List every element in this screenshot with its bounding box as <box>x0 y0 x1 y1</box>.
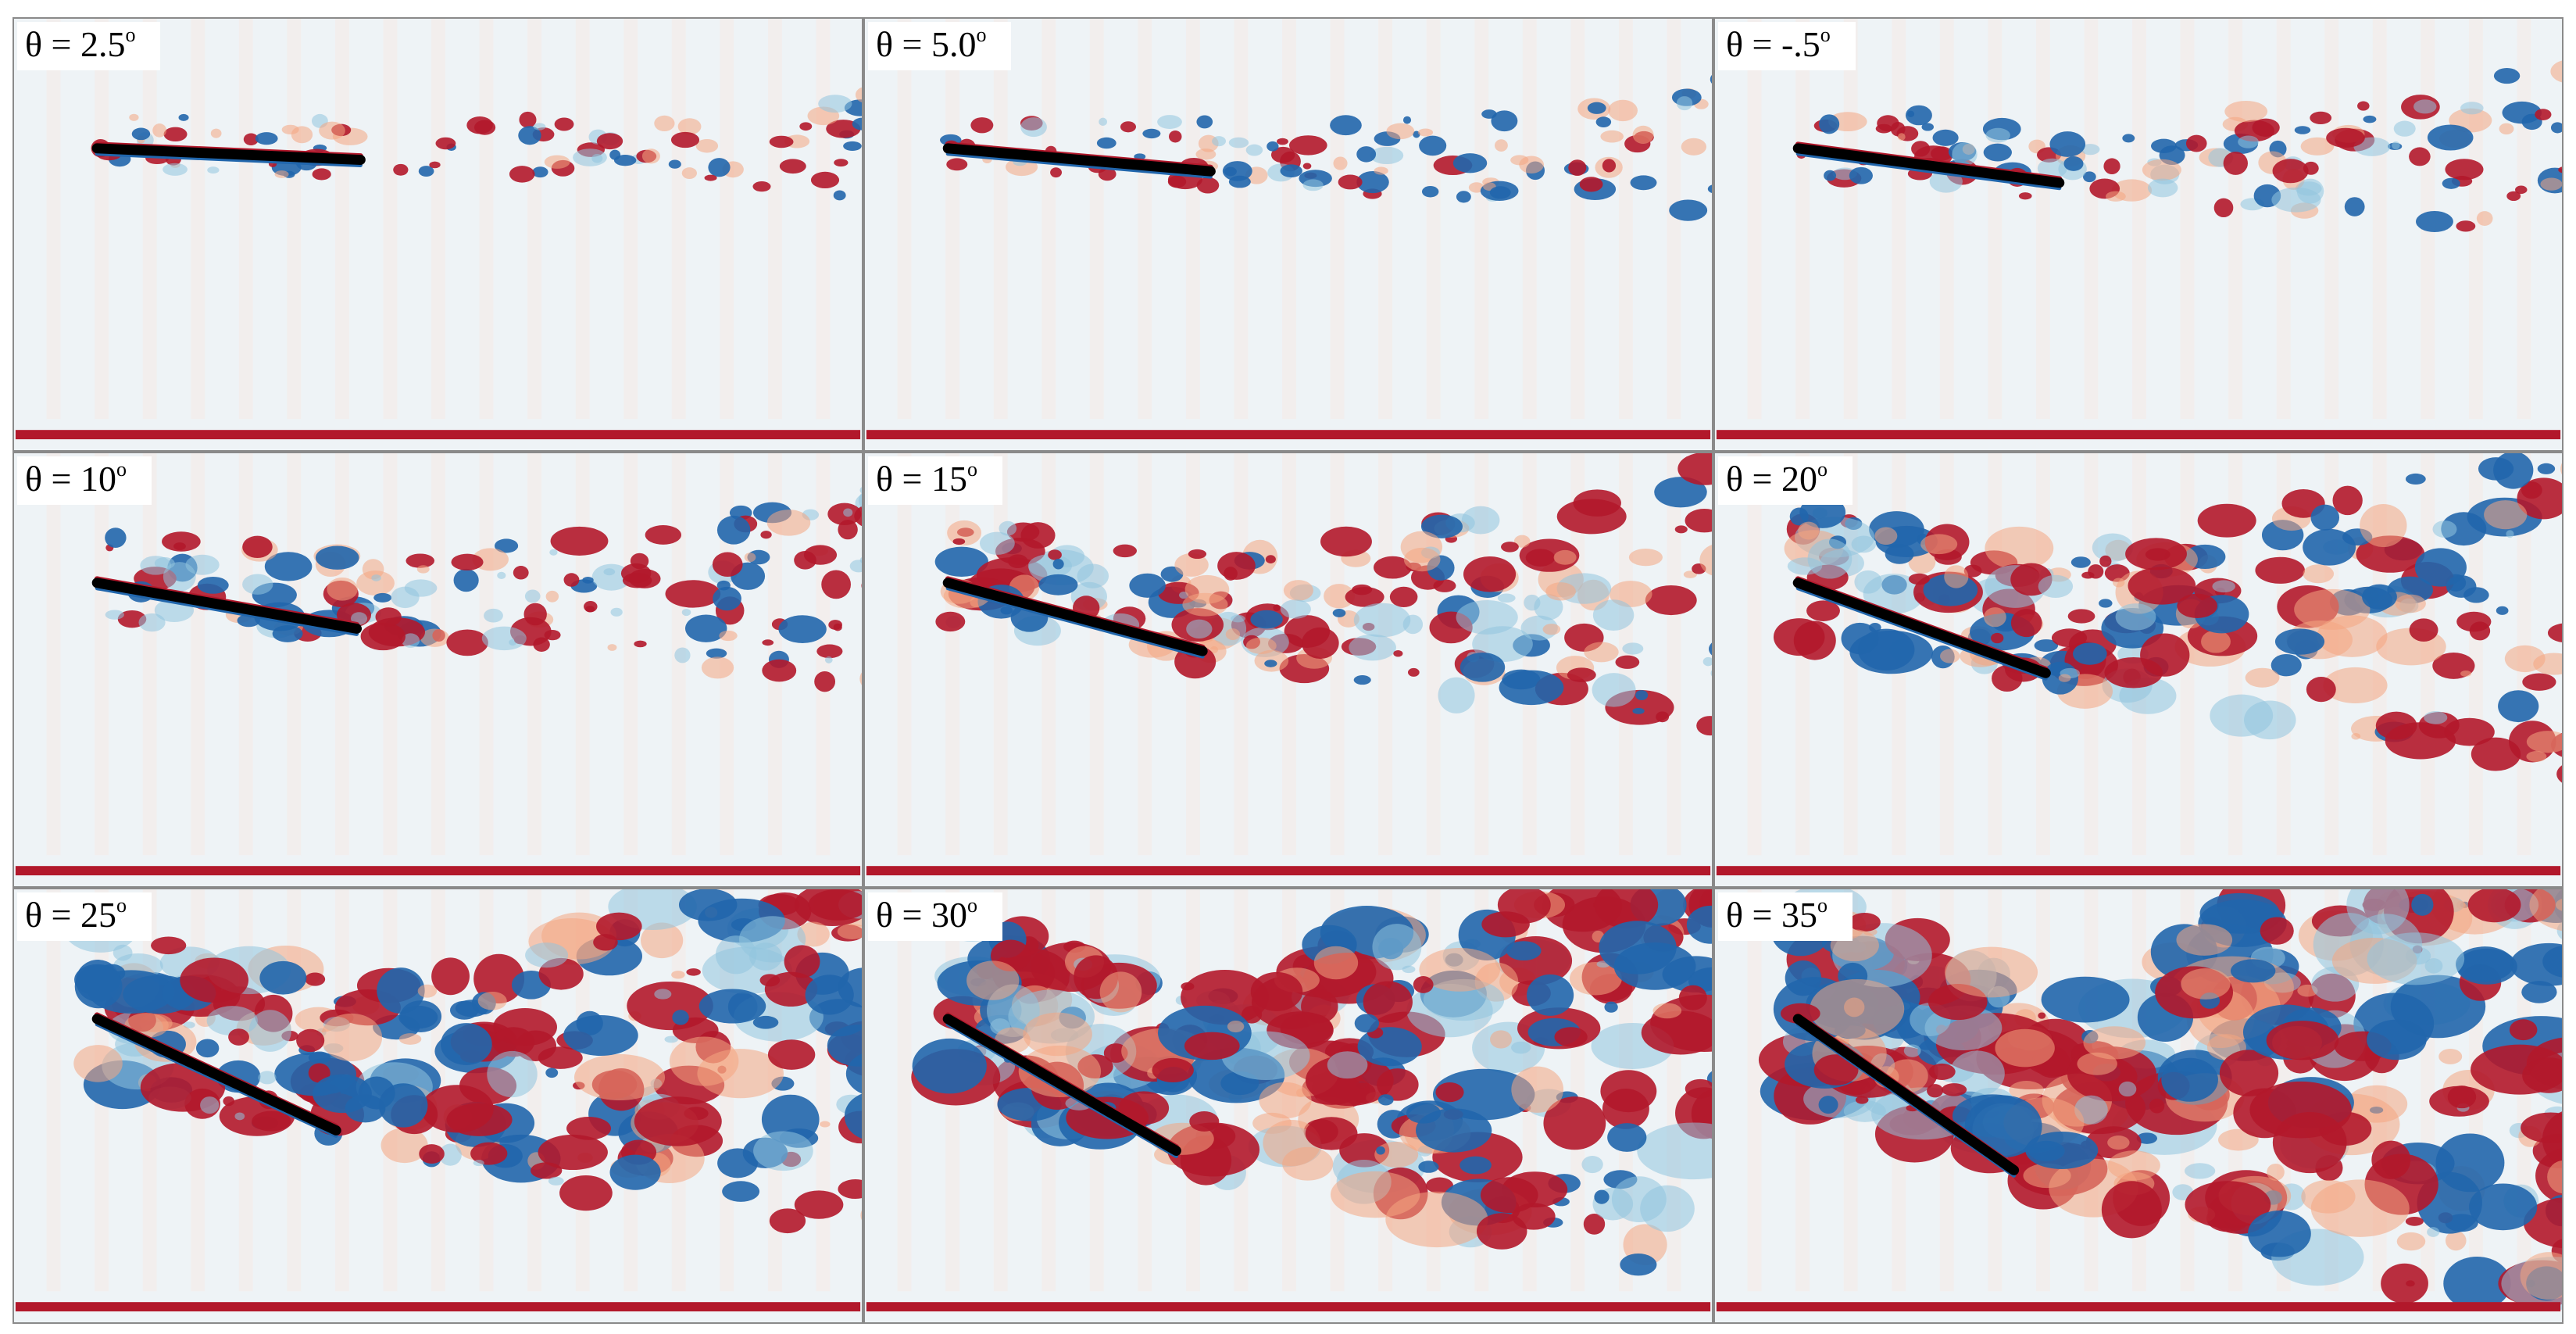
vorticity-field <box>1716 889 2562 1322</box>
angle-label: θ = 30o <box>868 892 1002 941</box>
angle-label-text: θ = 10 <box>25 459 116 499</box>
vorticity-panel: θ = 35o <box>1713 888 2563 1324</box>
angle-label-text: θ = 2.5 <box>25 24 126 64</box>
plate <box>91 143 366 165</box>
degree-superscript: o <box>116 458 127 481</box>
angle-label: θ = 25o <box>17 892 152 941</box>
vorticity-field <box>15 453 862 886</box>
degree-superscript: o <box>1820 23 1831 46</box>
vorticity-panel: θ = 5.0o <box>863 17 1713 452</box>
vorticity-panel: θ = 10o <box>13 452 863 888</box>
vorticity-panel: θ = 20o <box>1713 452 2563 888</box>
plate <box>91 1014 341 1136</box>
degree-superscript: o <box>1817 458 1827 481</box>
angle-label-text: θ = 30 <box>876 895 967 935</box>
plate <box>942 143 1216 177</box>
plate <box>1792 143 2065 188</box>
angle-label-text: θ = 15 <box>876 459 967 499</box>
vorticity-panel: θ = 30o <box>863 888 1713 1324</box>
angle-label: θ = 10o <box>17 456 152 505</box>
vorticity-field <box>866 453 1712 886</box>
angle-label: θ = -.5o <box>1718 22 1856 70</box>
plate <box>1792 1014 2020 1175</box>
plate <box>942 1014 1181 1157</box>
degree-superscript: o <box>966 894 977 917</box>
angle-label-text: θ = 5.0 <box>876 24 977 64</box>
angle-label: θ = 2.5o <box>17 22 161 70</box>
plate <box>1792 578 2051 678</box>
angle-label-text: θ = 25 <box>25 895 116 935</box>
vorticity-field <box>1716 453 2562 886</box>
angle-label: θ = 15o <box>868 456 1002 505</box>
degree-superscript: o <box>116 894 127 917</box>
angle-label: θ = 35o <box>1718 892 1853 941</box>
vorticity-panel: θ = 25o <box>13 888 863 1324</box>
vorticity-field <box>15 889 862 1322</box>
vorticity-panel: θ = 15o <box>863 452 1713 888</box>
angle-label: θ = 5.0o <box>868 22 1012 70</box>
vorticity-panel: θ = 2.5o <box>13 17 863 452</box>
angle-label-text: θ = 35 <box>1726 895 1817 935</box>
degree-superscript: o <box>125 23 136 46</box>
vorticity-field <box>1716 19 2562 450</box>
angle-label: θ = 20o <box>1718 456 1853 505</box>
vorticity-field <box>15 19 862 450</box>
plate <box>942 578 1208 656</box>
degree-superscript: o <box>966 458 977 481</box>
vorticity-field <box>866 19 1712 450</box>
angle-label-text: θ = 20 <box>1726 459 1817 499</box>
vorticity-field <box>866 889 1712 1322</box>
degree-superscript: o <box>976 23 987 46</box>
angle-label-text: θ = -.5 <box>1726 24 1820 64</box>
degree-superscript: o <box>1817 894 1827 917</box>
plate <box>91 578 363 634</box>
vorticity-panel: θ = -.5o <box>1713 17 2563 452</box>
